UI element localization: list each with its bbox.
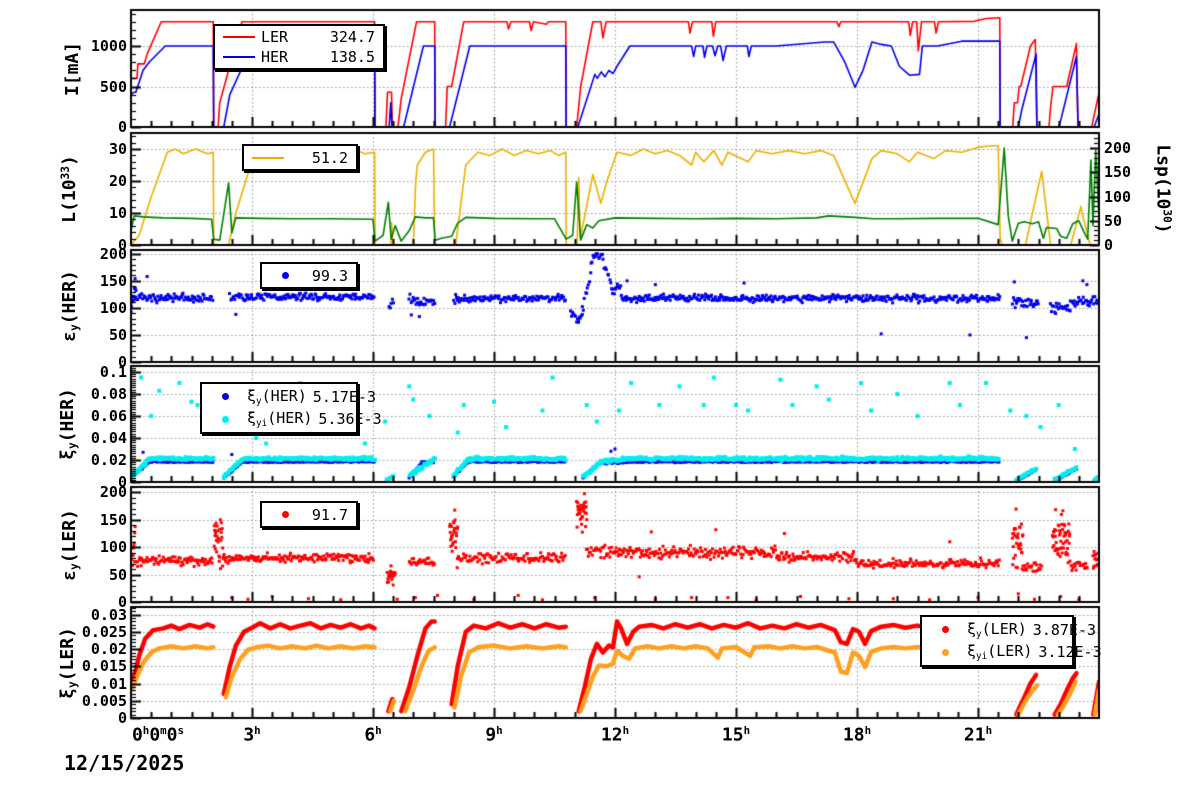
xiy-her-dot-marker: [222, 393, 229, 401]
legend-xiy-ler: ξy(LER) 3.87E-3 ξyi(LER) 3.12E-3: [920, 615, 1102, 667]
right-y-tick-label: 50: [1104, 211, 1123, 230]
y-tick-label: 100: [99, 298, 127, 317]
legend-value: 138.5: [329, 48, 375, 66]
legend-row: LER 324.7: [215, 28, 383, 46]
y-tick-label: 150: [99, 510, 127, 529]
y-tick-label: 150: [99, 271, 127, 290]
right-y-tick-label: 150: [1104, 163, 1132, 182]
y-axis-title-specific-luminosity: Lsp(1030): [1152, 144, 1174, 234]
y-tick-label: 0: [117, 473, 127, 491]
her-line-marker: [223, 56, 255, 58]
x-tick-label: 9h: [485, 724, 503, 746]
y-tick-label: 500: [99, 77, 127, 96]
y-axis-title-luminosity: L(1033): [58, 155, 80, 223]
xiyi-ler-dot-marker: [942, 648, 949, 656]
legend-ey-her: 99.3: [260, 262, 358, 289]
y-tick-label: 0.005: [81, 691, 127, 710]
legend-row: 51.2: [244, 149, 356, 167]
x-tick-label: 18h: [842, 724, 872, 746]
legend-current: LER 324.7 HER 138.5: [213, 24, 385, 70]
y-tick-label: 20: [108, 172, 127, 190]
legend-label: ξy(HER): [247, 386, 307, 407]
legend-luminosity: 51.2: [242, 144, 358, 171]
date-label: 12/15/2025: [64, 751, 185, 775]
x-tick-label: 12h: [600, 724, 630, 746]
y-tick-label: 0.08: [90, 385, 127, 404]
xiyi-her-dot-marker: [222, 415, 229, 423]
legend-value: 3.12E-3: [1038, 643, 1102, 662]
legend-label: ξyi(HER): [247, 409, 313, 430]
legend-row: ξy(LER) 3.87E-3: [922, 619, 1096, 640]
right-y-tick-label: 0: [1104, 236, 1114, 254]
y-tick-label: 0.04: [90, 429, 127, 448]
y-tick-label: 0: [117, 236, 127, 254]
legend-row: 99.3: [262, 267, 356, 285]
y-tick-label: 0.02: [90, 640, 127, 659]
legend-row: ξyi(LER) 3.12E-3: [922, 642, 1102, 663]
luminosity-line-marker: [252, 156, 284, 159]
y-tick-label: 200: [99, 483, 127, 502]
legend-xiy-her: ξy(HER) 5.17E-3 ξyi(HER) 5.36E-3: [200, 382, 382, 434]
legend-label: ξyi(LER): [967, 642, 1033, 663]
x-tick-label: 21h: [963, 724, 993, 746]
y-tick-label: 0.015: [81, 657, 127, 676]
y-tick-label: 0.06: [90, 407, 127, 426]
legend-value: 91.7: [311, 505, 348, 524]
legend-value: 5.36E-3: [318, 410, 382, 429]
legend-label: HER: [261, 48, 289, 66]
y-tick-label: 0.1: [99, 363, 127, 382]
legend-row: HER 138.5: [215, 48, 383, 66]
y-tick-label: 0: [117, 709, 127, 727]
ler-line-marker: [223, 36, 255, 38]
legend-row: ξy(HER) 5.17E-3: [202, 386, 376, 407]
legend-value: 51.2: [311, 148, 348, 167]
legend-label: ξy(LER): [967, 619, 1027, 640]
y-tick-label: 50: [108, 325, 127, 344]
right-y-tick-label: 100: [1104, 187, 1132, 206]
legend-value: 99.3: [311, 266, 348, 285]
y-tick-label: 0.03: [90, 605, 127, 624]
y-axis-title-current: I[mA]: [61, 41, 83, 96]
y-axis-title-xiy-ler: ξy(LER): [56, 626, 80, 699]
x-tick-label: 15h: [721, 724, 751, 746]
y-tick-label: 10: [108, 204, 127, 222]
ey-her-dot-marker: [282, 272, 289, 279]
ey-ler-dot-marker: [282, 511, 289, 518]
legend-value: 324.7: [329, 28, 375, 46]
xiy-ler-dot-marker: [942, 626, 949, 634]
y-axis-title-ey-ler: εy(LER): [58, 508, 82, 581]
legend-ey-ler: 91.7: [260, 501, 358, 528]
y-tick-label: 100: [99, 538, 127, 557]
y-tick-label: 0: [117, 118, 127, 136]
y-tick-label: 0: [117, 593, 127, 611]
y-tick-label: 50: [108, 565, 127, 584]
y-axis-title-xiy-her: ξy(HER): [56, 388, 80, 460]
legend-value: 5.17E-3: [312, 387, 377, 406]
y-tick-label: 30: [108, 140, 127, 158]
y-axis-title-ey-her: εy(HER): [58, 270, 82, 342]
legend-row: 91.7: [262, 506, 356, 524]
x-tick-label: 0h0m0s: [131, 724, 185, 746]
right-y-tick-label: 200: [1104, 139, 1132, 158]
y-tick-label: 1000: [90, 37, 127, 56]
x-tick-label: 6h: [364, 724, 382, 746]
y-tick-label: 0.02: [90, 451, 127, 469]
y-tick-label: 200: [99, 244, 127, 263]
x-tick-label: 3h: [243, 724, 261, 746]
y-tick-label: 0.025: [81, 622, 127, 641]
legend-value: 3.87E-3: [1032, 620, 1097, 639]
y-tick-label: 0.01: [90, 674, 127, 693]
legend-row: ξyi(HER) 5.36E-3: [202, 409, 382, 430]
y-tick-label: 0: [117, 353, 127, 371]
legend-label: LER: [261, 28, 289, 46]
